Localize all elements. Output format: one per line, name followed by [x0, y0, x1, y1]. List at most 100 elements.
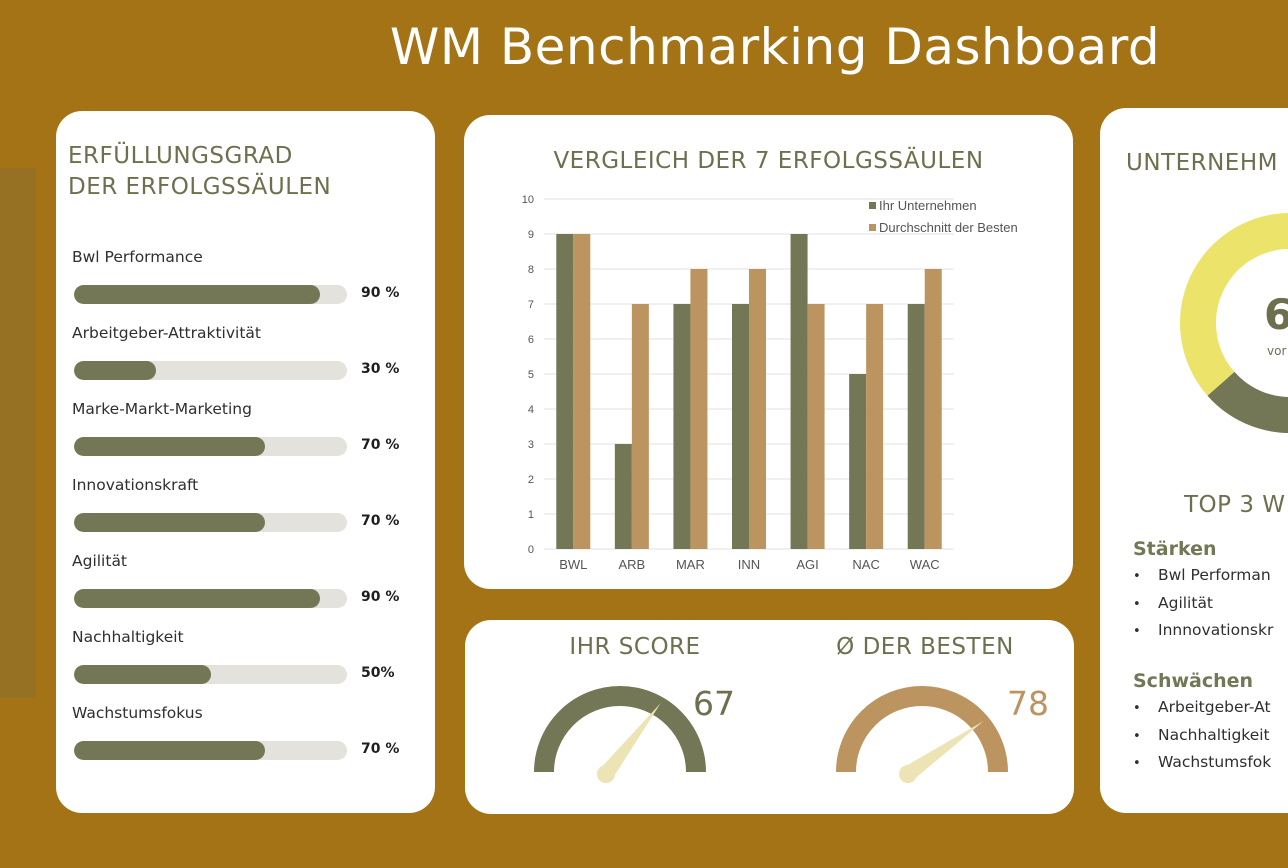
own-score-gauge [534, 686, 706, 783]
gauge-needle-hub [597, 765, 615, 783]
strengths-label: Agilität [1158, 593, 1214, 612]
weaknesses-label: Nachhaltigkeit [1158, 725, 1270, 744]
legend-label: Durchschnitt der Besten [879, 220, 1018, 235]
pillar-bar-item: Agilität 90 % [72, 552, 412, 628]
strengths-label: Innnovationskr [1158, 621, 1274, 639]
bar-best-inn [749, 269, 766, 549]
bar-company-arb [614, 444, 632, 549]
y-tick-label: 7 [528, 299, 534, 311]
pillar-bar-item: Wachstumsfokus 70 % [72, 704, 412, 780]
legend-label: Ihr Unternehmen [879, 198, 977, 213]
pillar-percent: 30 % [361, 361, 400, 377]
pillar-bar-track [74, 589, 347, 608]
pillar-percent: 70 % [361, 741, 400, 757]
weaknesses-heading: Schwächen [1133, 670, 1254, 692]
strengths-item: • Innnovationskr [1133, 621, 1273, 649]
weaknesses-item: • Arbeitgeber-At [1133, 698, 1271, 726]
bullet-icon: • [1133, 596, 1141, 612]
pillar-bar-track [74, 741, 347, 760]
y-tick-label: 4 [528, 404, 534, 416]
y-tick-label: 10 [522, 194, 534, 206]
pillar-percent: 90 % [361, 589, 400, 605]
bullet-icon: • [1133, 569, 1141, 584]
best-score-value: 78 [1007, 684, 1049, 723]
pillar-bar-fill [74, 741, 266, 760]
pillar-label: Nachhaltigkeit [72, 628, 184, 646]
pillar-bar-fill [74, 437, 266, 456]
dashboard-title: WM Benchmarking Dashboard [389, 18, 1161, 76]
weaknesses-list: • Arbeitgeber-At • Nachhaltigkeit • Wachstums… [1133, 698, 1271, 781]
pillar-label: Bwl Performance [72, 248, 203, 266]
y-tick-label: 9 [528, 229, 534, 241]
pillar-label: Wachstumsfokus [72, 704, 203, 722]
donut-segment-green [1207, 371, 1288, 433]
score-card: IHR SCORE Ø DER BESTEN 67 78 [465, 620, 1074, 814]
x-tick-label: WAC [910, 557, 940, 572]
x-tick-label: INN [738, 557, 760, 572]
own-score-value: 67 [693, 684, 735, 723]
x-tick-label: MAR [676, 557, 705, 572]
bar-company-mar [673, 304, 691, 549]
strengths-item: • Agilität [1133, 594, 1273, 622]
chart-title: VERGLEICH DER 7 ERFOLGSSÄULEN [553, 148, 984, 174]
comparison-chart-card: VERGLEICH DER 7 ERFOLGSSÄULEN 0 1 2 3 4 5 6 7 8 9… [464, 115, 1073, 589]
x-tick-label: NAC [852, 557, 879, 572]
pillar-bar-fill [74, 589, 320, 608]
strengths-heading: Stärken [1133, 538, 1217, 560]
gauge-needle [903, 721, 984, 781]
bar-best-bwl [573, 234, 591, 549]
company-card: UNTERNEHM 6 vor TOP 3 W Stärken • Bwl Per… [1100, 108, 1288, 813]
pillar-bar-item: Nachhaltigkeit 50% [72, 628, 412, 704]
pillar-bar-track [74, 437, 347, 456]
bullet-icon: • [1133, 701, 1141, 716]
top3-heading: TOP 3 W [1184, 492, 1286, 518]
pillar-percent: 70 % [361, 513, 400, 529]
gauge-arc [534, 686, 706, 773]
weaknesses-label: Arbeitgeber-At [1158, 698, 1271, 716]
pillar-bar-track [74, 513, 347, 532]
pillar-bar-item: Bwl Performance 90 % [72, 248, 412, 324]
pillar-bar-item: Marke-Markt-Marketing 70 % [72, 400, 412, 476]
own-score-label: IHR SCORE [569, 634, 701, 660]
pillar-label: Innovationskraft [72, 476, 199, 494]
y-tick-label: 2 [528, 474, 534, 486]
bullet-icon: • [1133, 756, 1141, 771]
pillars-heading-line1: ERFÜLLUNGSGRAD [68, 143, 293, 169]
best-score-label: Ø DER BESTEN [836, 634, 1014, 660]
pillar-label: Agilität [72, 552, 128, 570]
legend-swatch [869, 224, 876, 231]
bar-company-nac [849, 374, 867, 549]
pillar-bar-track [74, 665, 347, 684]
bar-best-mar [690, 269, 708, 549]
x-tick-label: ARB [618, 557, 645, 572]
pillar-percent: 70 % [361, 437, 400, 453]
weaknesses-item: • Wachstumsfok [1133, 753, 1271, 781]
weaknesses-label: Wachstumsfok [1158, 753, 1272, 771]
strengths-list: • Bwl Performan • Agilität • Innnovationskr [1133, 566, 1273, 649]
comparison-bar-chart: 0 1 2 3 4 5 6 7 8 9 10 BWL ARB MAR INN AGI NAC WAC Ihr Unt… [522, 194, 1018, 572]
bar-company-inn [732, 304, 749, 549]
pillar-bar-track [74, 285, 347, 304]
pillar-percent: 50% [361, 665, 395, 681]
bar-best-arb [631, 304, 649, 549]
y-tick-label: 5 [528, 369, 534, 381]
best-score-gauge [836, 686, 1008, 783]
pillar-bar-fill [74, 513, 266, 532]
x-tick-label: BWL [559, 557, 587, 572]
company-donut-chart [1180, 213, 1288, 433]
pillars-heading-line2: DER ERFOLGSSÄULEN [68, 174, 332, 200]
pillar-bar-fill [74, 361, 156, 380]
y-tick-label: 6 [528, 334, 534, 346]
bar-best-wac [924, 269, 942, 549]
weaknesses-item: • Nachhaltigkeit [1133, 726, 1271, 754]
donut-center-value: 6 [1264, 290, 1288, 339]
pillar-bar-item: Innovationskraft 70 % [72, 476, 412, 552]
y-tick-label: 1 [528, 509, 534, 521]
pillar-label: Arbeitgeber-Attraktivität [72, 324, 261, 342]
pillar-bar-fill [74, 285, 320, 304]
pillar-label: Marke-Markt-Marketing [72, 400, 252, 418]
donut-segment-yellow [1180, 213, 1288, 396]
x-tick-label: AGI [796, 557, 818, 572]
strengths-label: Bwl Performan [1158, 566, 1271, 584]
bar-company-agi [790, 234, 808, 549]
